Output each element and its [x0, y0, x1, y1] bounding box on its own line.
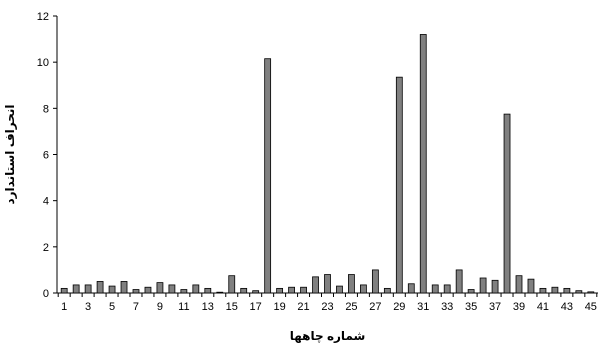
bar-well-31: [419, 34, 427, 294]
x-tick-label: 31: [417, 301, 429, 313]
y-axis-title: انحراف استاندارد: [3, 104, 17, 204]
bar-well-45: [587, 291, 595, 294]
x-tick-label: 35: [465, 301, 477, 313]
bar-well-9: [156, 282, 164, 294]
bar-well-39: [515, 275, 523, 294]
bar-well-28: [383, 287, 391, 294]
bar-well-17: [252, 290, 260, 294]
bar-well-19: [276, 287, 284, 294]
bar-well-29: [395, 76, 403, 294]
bar-well-16: [240, 287, 248, 294]
bar-well-3: [84, 284, 92, 294]
x-tick-label: 27: [369, 301, 381, 313]
bar-well-11: [180, 289, 188, 294]
x-tick-label: 23: [321, 301, 333, 313]
x-tick-label: 11: [178, 301, 189, 313]
bar-well-22: [312, 276, 319, 294]
bar-well-38: [503, 113, 511, 294]
x-axis-title: شماره چاهها: [290, 329, 366, 343]
bar-well-20: [288, 286, 295, 294]
bar-well-27: [371, 269, 379, 294]
x-tick-label: 43: [561, 301, 573, 313]
x-tick-label: 45: [585, 301, 597, 313]
bar-well-43: [563, 287, 571, 294]
bar-well-10: [168, 284, 176, 294]
x-axis-ticks: 1 3 5 7 9 11 13 15 17 19 21 23 25 27 29 31 33 35 37 39 41 43 4…: [57, 293, 598, 313]
y-axis-ticks: 0 2 4 6 8 10 12: [37, 11, 57, 300]
bar-well-4: [96, 281, 104, 294]
bar-well-5: [108, 285, 116, 294]
bars: [60, 34, 595, 294]
bar-well-33: [443, 284, 451, 294]
bar-well-15: [228, 275, 236, 294]
x-tick-label: 7: [133, 301, 139, 313]
bar-well-42: [551, 286, 559, 294]
x-tick-label: 37: [489, 301, 501, 313]
x-tick-label: 13: [202, 301, 214, 313]
x-tick-label: 25: [345, 301, 357, 313]
y-tick-label: 4: [43, 196, 49, 208]
bar-well-34: [455, 269, 463, 294]
x-tick-label: 19: [273, 301, 285, 313]
x-tick-label: 41: [537, 301, 549, 313]
bar-well-41: [539, 287, 547, 294]
x-tick-label: 9: [157, 301, 163, 313]
bar-well-40: [527, 278, 535, 294]
x-tick-label: 1: [61, 301, 67, 313]
x-tick-label: 5: [109, 301, 115, 313]
x-tick-label: 3: [85, 301, 91, 313]
bar-well-14: [216, 291, 224, 294]
x-tick-label: 15: [226, 301, 238, 313]
x-tick-label: 33: [441, 301, 453, 313]
y-tick-label: 12: [37, 11, 49, 23]
bar-well-7: [132, 289, 140, 294]
bar-well-8: [144, 286, 152, 294]
bar-well-21: [300, 286, 307, 294]
bar-well-44: [575, 290, 583, 294]
x-tick-label: 21: [297, 301, 309, 313]
bar-well-18: [264, 58, 272, 294]
bar-well-25: [348, 274, 355, 294]
bar-well-37: [491, 279, 499, 294]
bar-well-23: [324, 274, 331, 294]
x-tick-label: 39: [513, 301, 525, 313]
bar-well-24: [336, 285, 343, 294]
bar-well-36: [479, 277, 487, 294]
bar-well-32: [431, 284, 439, 294]
bar-well-13: [204, 287, 212, 294]
bar-well-12: [192, 284, 200, 294]
y-tick-label: 6: [43, 150, 49, 162]
x-tick-label: 17: [250, 301, 262, 313]
y-tick-label: 8: [43, 103, 49, 115]
bar-well-35: [467, 289, 475, 294]
bar-well-26: [360, 284, 367, 294]
x-tick-label: 29: [393, 301, 405, 313]
bar-well-1: [60, 287, 68, 294]
bar-well-6: [120, 281, 128, 294]
y-tick-label: 2: [43, 242, 49, 254]
bar-well-30: [407, 283, 415, 294]
y-tick-label: 10: [37, 57, 49, 69]
y-tick-label: 0: [43, 288, 49, 300]
bar-well-2: [72, 284, 80, 294]
